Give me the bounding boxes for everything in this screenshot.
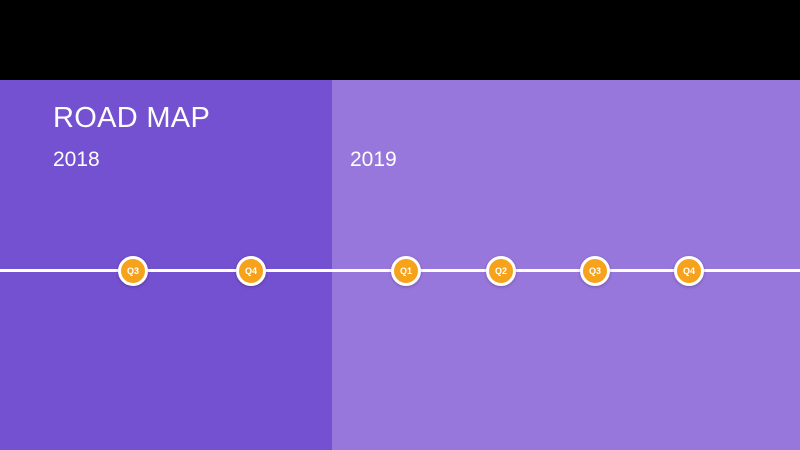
milestone-2018-q4[interactable]: Q4 (236, 256, 266, 286)
milestone-2019-q2[interactable]: Q2 (486, 256, 516, 286)
milestone-2019-q1[interactable]: Q1 (391, 256, 421, 286)
year-label-2019: 2019 (350, 148, 397, 171)
milestone-2018-q3[interactable]: Q3 (118, 256, 148, 286)
milestone-2019-q4[interactable]: Q4 (674, 256, 704, 286)
panel-2018 (0, 80, 332, 450)
year-label-2018: 2018 (53, 148, 100, 171)
page-title: ROAD MAP (53, 102, 211, 134)
milestone-2019-q3[interactable]: Q3 (580, 256, 610, 286)
top-black-band (0, 0, 800, 80)
